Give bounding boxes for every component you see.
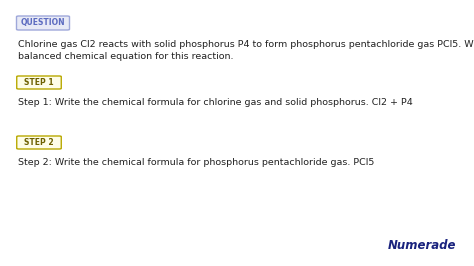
Text: Numerade: Numerade [388, 239, 456, 252]
FancyBboxPatch shape [17, 16, 70, 30]
Text: STEP 2: STEP 2 [24, 138, 54, 147]
FancyBboxPatch shape [17, 136, 61, 149]
Text: Step 2: Write the chemical formula for phosphorus pentachloride gas. PCl5: Step 2: Write the chemical formula for p… [18, 158, 374, 167]
Text: Step 1: Write the chemical formula for chlorine gas and solid phosphorus. Cl2 + : Step 1: Write the chemical formula for c… [18, 98, 413, 107]
Text: QUESTION: QUESTION [21, 19, 65, 27]
Text: Chlorine gas Cl2 reacts with solid phosphorus P4 to form phosphorus pentachlorid: Chlorine gas Cl2 reacts with solid phosp… [18, 40, 474, 49]
FancyBboxPatch shape [17, 76, 61, 89]
Text: balanced chemical equation for this reaction.: balanced chemical equation for this reac… [18, 52, 234, 61]
Text: STEP 1: STEP 1 [24, 78, 54, 87]
